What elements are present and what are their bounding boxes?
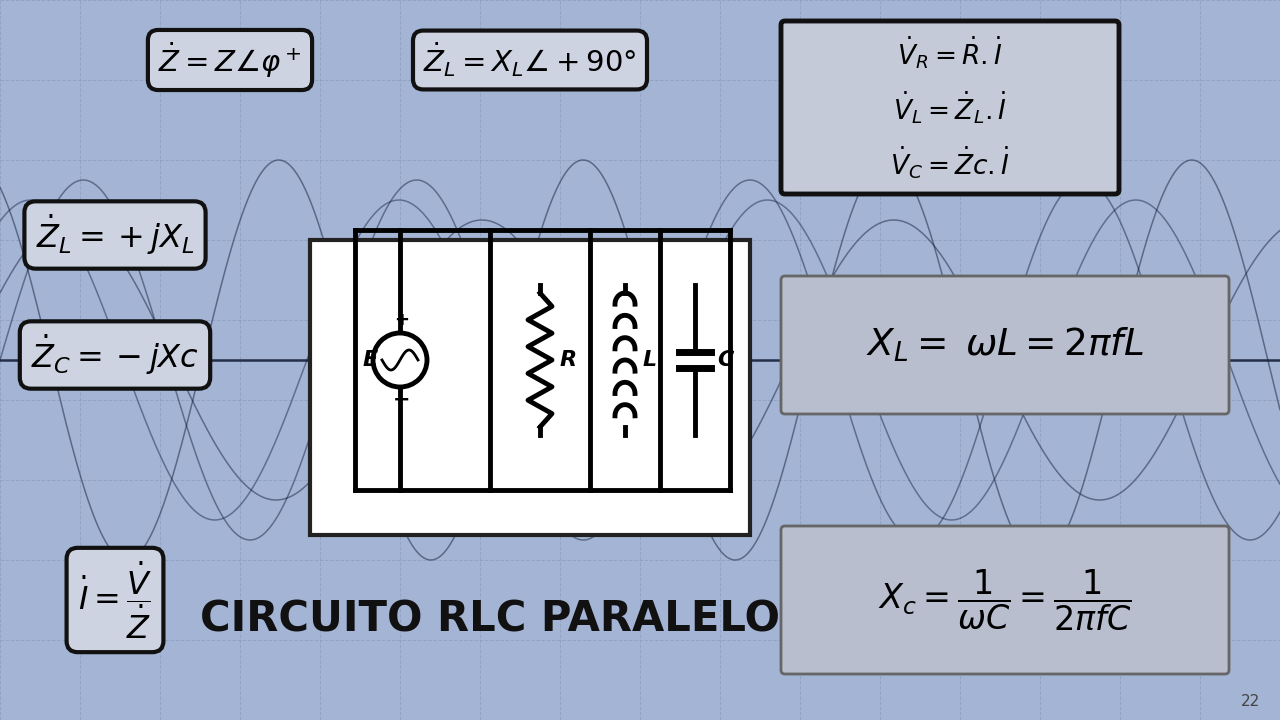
Text: R: R — [561, 350, 577, 370]
FancyBboxPatch shape — [310, 240, 750, 535]
Text: −: − — [393, 390, 411, 410]
Text: +: + — [394, 311, 410, 329]
Text: C: C — [717, 350, 733, 370]
Text: 22: 22 — [1240, 695, 1260, 709]
Text: $\dot{Z}_C = -jXc$: $\dot{Z}_C = -jXc$ — [31, 333, 198, 377]
Text: CIRCUITO RLC PARALELO: CIRCUITO RLC PARALELO — [200, 599, 780, 641]
Text: $\dot{Z} = Z\angle\varphi^+$: $\dot{Z} = Z\angle\varphi^+$ — [159, 40, 302, 80]
FancyBboxPatch shape — [781, 276, 1229, 414]
FancyBboxPatch shape — [781, 526, 1229, 674]
Text: $\dot{I} = \dfrac{\dot{V}}{\dot{Z}}$: $\dot{I} = \dfrac{\dot{V}}{\dot{Z}}$ — [78, 559, 152, 641]
Text: $\dot{V}_L = \dot{Z}_L.\dot{I}$: $\dot{V}_L = \dot{Z}_L.\dot{I}$ — [893, 89, 1007, 126]
FancyBboxPatch shape — [781, 21, 1119, 194]
Text: $\dot{Z}_L = X_L\angle+90°$: $\dot{Z}_L = X_L\angle+90°$ — [424, 41, 636, 79]
Text: $X_c = \dfrac{1}{\omega C} = \dfrac{1}{2\pi f C}$: $X_c = \dfrac{1}{\omega C} = \dfrac{1}{2… — [878, 567, 1132, 633]
Text: $\dot{V}_R = \dot{R}.\dot{I}$: $\dot{V}_R = \dot{R}.\dot{I}$ — [897, 34, 1002, 71]
Text: $\dot{Z}_L = +jX_L$: $\dot{Z}_L = +jX_L$ — [36, 212, 195, 258]
Text: $X_L = \;\omega L = 2\pi f L$: $X_L = \;\omega L = 2\pi f L$ — [867, 326, 1144, 364]
Text: $\dot{V}_C = \dot{Z}c.\dot{I}$: $\dot{V}_C = \dot{Z}c.\dot{I}$ — [891, 144, 1010, 181]
Text: E: E — [362, 350, 378, 370]
Text: L: L — [643, 350, 657, 370]
